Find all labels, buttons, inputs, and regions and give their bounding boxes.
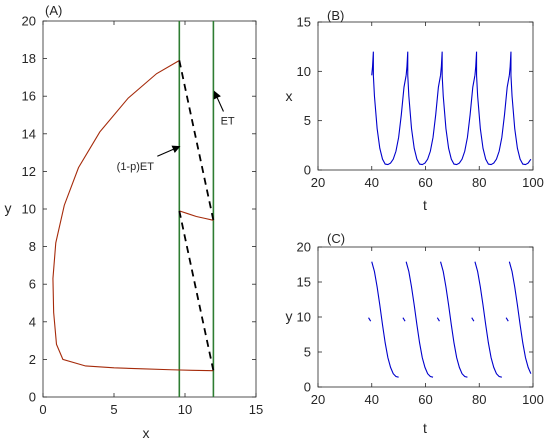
- y-series-short-segment: [368, 317, 372, 322]
- annotation-arrow: [157, 145, 181, 157]
- impulse-dashed-line: [178, 60, 215, 221]
- y-series-short-segment: [402, 317, 406, 322]
- panel-a-ytick-label: 14: [22, 126, 36, 141]
- trajectory-line: [179, 210, 214, 221]
- panel-c-ytick-label: 15: [297, 275, 311, 290]
- x-series-line: [371, 51, 407, 166]
- panel-a-ytick-label: 8: [29, 239, 36, 254]
- x-series-line: [440, 51, 476, 166]
- panel-a-ytick-label: 6: [29, 277, 36, 292]
- y-series-short-segment: [436, 317, 440, 322]
- panel-a-ytick-label: 4: [29, 314, 36, 329]
- y-series-line: [508, 261, 532, 374]
- annotation-label: (1-p)ET: [117, 161, 155, 173]
- x-series-line: [474, 51, 510, 166]
- panel-c-xtick-label: 20: [311, 392, 325, 407]
- panel-a-ytick-label: 2: [29, 352, 36, 367]
- panel-a-axes-box: [42, 20, 257, 398]
- panel-a-ytick-label: 10: [22, 202, 36, 217]
- panel-a-xtick-label: 10: [178, 402, 192, 417]
- trajectory-line: [52, 60, 214, 372]
- panel-c-ytick-label: 5: [304, 345, 311, 360]
- y-series-short-segment: [505, 317, 509, 322]
- panel-b: 20 40 60 80 100 0 5 10 15 (B) t x: [286, 8, 544, 213]
- panel-a-xtick-label: 0: [39, 402, 46, 417]
- panel-c-ylabel: y: [286, 308, 293, 324]
- panel-c-label: (C): [327, 231, 345, 246]
- panel-b-ylabel: x: [286, 88, 293, 104]
- x-series-line: [508, 51, 532, 166]
- panel-a-ytick-label: 20: [22, 14, 36, 29]
- panel-a-ytick-label: 16: [22, 89, 36, 104]
- panel-b-xtick-label: 80: [472, 175, 486, 190]
- panel-b-xlabel: t: [423, 197, 427, 213]
- panel-c-ytick-label: 10: [297, 310, 311, 325]
- panel-c-xtick-label: 60: [418, 392, 432, 407]
- panel-c-ytick-label: 20: [297, 240, 311, 255]
- panel-a-xtick-label: 15: [249, 402, 263, 417]
- panel-b-label: (B): [327, 8, 344, 23]
- panel-c-xtick-label: 40: [365, 392, 379, 407]
- panel-b-ytick-label: 5: [304, 113, 311, 128]
- impulse-dashed-line: [178, 210, 215, 371]
- x-series-line: [405, 51, 442, 166]
- panel-a-ylabel: y: [5, 200, 12, 216]
- y-series-short-segment: [471, 317, 475, 322]
- annotation-arrow: [213, 90, 224, 112]
- panel-c: 20 40 60 80 100 0 5 10 15 20 (C) t y: [286, 231, 544, 436]
- panel-b-ytick-label: 10: [297, 64, 311, 79]
- panel-b-xtick-label: 60: [418, 175, 432, 190]
- panel-c-ytick-label: 0: [304, 380, 311, 395]
- panel-a-ytick-label: 0: [29, 390, 36, 405]
- panel-b-axes-box: [317, 21, 534, 171]
- y-series-line: [405, 261, 434, 378]
- panel-a-ytick-label: 18: [22, 51, 36, 66]
- panel-c-xtick-label: 100: [522, 392, 544, 407]
- y-series-line: [371, 261, 399, 378]
- panel-a-xlabel: x: [143, 425, 150, 441]
- panel-c-xtick-label: 80: [472, 392, 486, 407]
- y-series-line: [474, 261, 502, 378]
- y-series-line: [440, 261, 468, 378]
- panel-c-axes-box: [317, 246, 534, 388]
- panel-b-xtick-label: 40: [365, 175, 379, 190]
- annotation-label: ET: [221, 116, 235, 128]
- panel-b-xtick-label: 20: [311, 175, 325, 190]
- panel-b-xtick-label: 100: [522, 175, 544, 190]
- panel-b-ytick-label: 15: [297, 15, 311, 30]
- panel-a-label: (A): [45, 3, 62, 18]
- panel-a-ytick-label: 12: [22, 164, 36, 179]
- panel-b-ytick-label: 0: [304, 163, 311, 178]
- panel-c-xlabel: t: [423, 420, 427, 436]
- panel-a-xtick-label: 5: [110, 402, 117, 417]
